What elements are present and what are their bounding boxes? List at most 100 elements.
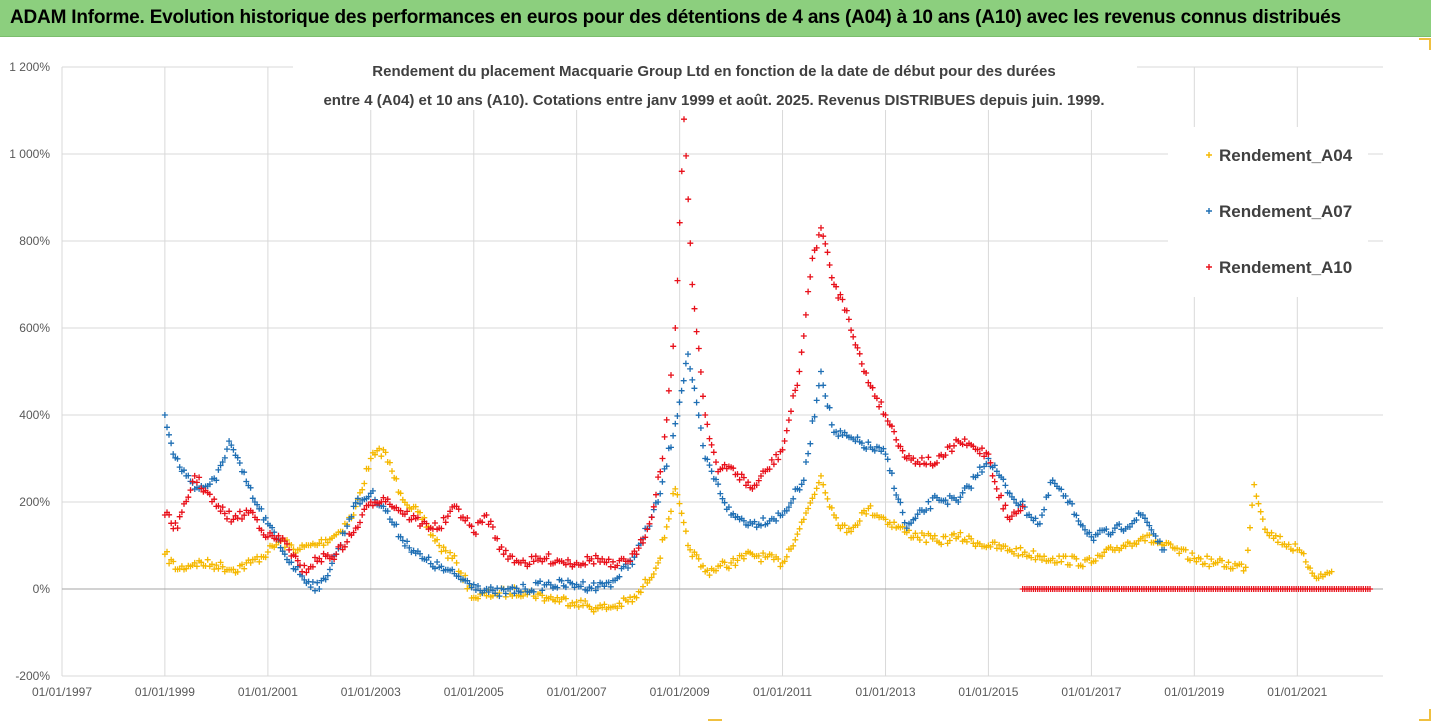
- point-rendement-a07: [991, 462, 998, 469]
- point-rendement-a10: [785, 417, 792, 424]
- point-rendement-a07: [432, 565, 438, 572]
- point-rendement-a04: [713, 567, 719, 574]
- point-rendement-a10: [691, 305, 698, 312]
- point-rendement-a07: [979, 469, 985, 475]
- point-rendement-a04: [674, 491, 681, 498]
- point-rendement-a10: [460, 514, 466, 521]
- point-rendement-a04: [828, 504, 835, 511]
- point-rendement-a07: [616, 573, 623, 580]
- point-rendement-a04: [627, 594, 634, 601]
- point-rendement-a10: [299, 568, 306, 575]
- point-rendement-a07: [369, 487, 376, 494]
- point-rendement-a10: [876, 403, 883, 410]
- scatter-chart: -200% 0% 200% 400% 600% 800% 1 000% 1 200% 01/0…: [9, 52, 1383, 699]
- point-rendement-a07: [796, 486, 803, 493]
- point-rendement-a07: [224, 446, 230, 453]
- point-rendement-a10: [354, 524, 361, 531]
- point-rendement-a10: [788, 408, 794, 415]
- point-rendement-a04: [963, 538, 970, 545]
- point-rendement-a04: [1092, 557, 1099, 564]
- point-rendement-a04: [1219, 557, 1225, 564]
- point-rendement-a07: [281, 551, 288, 558]
- point-rendement-a04: [972, 543, 979, 550]
- point-rendement-a10: [783, 427, 790, 434]
- point-rendement-a10: [505, 556, 511, 563]
- legend-label: Rendement_A04: [1219, 146, 1353, 165]
- legend-marker: [1206, 208, 1212, 214]
- point-rendement-a10: [603, 559, 610, 566]
- point-rendement-a10: [605, 556, 612, 563]
- point-rendement-a04: [837, 525, 844, 532]
- point-rendement-a07: [1036, 520, 1043, 527]
- point-rendement-a04: [599, 604, 606, 611]
- point-rendement-a04: [728, 559, 735, 566]
- point-rendement-a04: [590, 608, 597, 615]
- point-rendement-a04: [618, 603, 625, 610]
- point-rendement-a07: [912, 515, 919, 522]
- point-rendement-a07: [668, 444, 674, 451]
- point-rendement-a07: [1082, 526, 1088, 533]
- point-rendement-a07: [492, 590, 499, 597]
- point-rendement-a10: [183, 498, 190, 505]
- point-rendement-a10: [697, 369, 704, 375]
- point-rendement-a10: [648, 514, 655, 521]
- point-rendement-a07: [1002, 482, 1009, 489]
- point-rendement-a07: [704, 456, 711, 463]
- point-rendement-a10: [1019, 503, 1026, 510]
- point-rendement-a04: [230, 566, 237, 573]
- y-tick-label: 1 200%: [9, 60, 50, 74]
- point-rendement-a07: [558, 577, 565, 584]
- point-rendement-a10: [344, 538, 351, 545]
- point-rendement-a10: [730, 465, 737, 472]
- x-tick-label: 01/01/2013: [856, 685, 916, 699]
- point-rendement-a07: [215, 466, 222, 473]
- point-rendement-a04: [916, 537, 923, 543]
- point-rendement-a10: [294, 557, 301, 564]
- point-rendement-a10: [775, 456, 782, 463]
- point-rendement-a10: [404, 508, 411, 515]
- point-rendement-a07: [1058, 486, 1065, 493]
- point-rendement-a10: [230, 516, 237, 523]
- point-rendement-a10: [858, 360, 865, 367]
- point-rendement-a07: [206, 481, 213, 488]
- point-rendement-a07: [1032, 515, 1039, 522]
- point-rendement-a10: [657, 468, 664, 475]
- point-rendement-a10: [826, 262, 833, 268]
- point-rendement-a07: [1111, 525, 1118, 532]
- point-rendement-a10: [991, 478, 998, 485]
- point-rendement-a07: [700, 442, 706, 449]
- point-rendement-a10: [432, 520, 438, 526]
- point-rendement-a04: [573, 599, 580, 605]
- point-rendement-a04: [633, 594, 640, 601]
- chart-title-block: Rendement du placement Macquarie Group L…: [293, 52, 1137, 110]
- point-rendement-a04: [1225, 559, 1232, 566]
- point-rendement-a04: [193, 563, 200, 570]
- point-rendement-a10: [888, 423, 895, 430]
- point-rendement-a10: [993, 485, 1000, 492]
- point-rendement-a04: [1328, 568, 1335, 575]
- point-rendement-a10: [584, 553, 591, 560]
- point-rendement-a10: [292, 553, 299, 560]
- point-rendement-a07: [301, 576, 308, 583]
- point-rendement-a10: [869, 384, 876, 391]
- point-rendement-a07: [1139, 512, 1146, 518]
- point-rendement-a04: [929, 535, 936, 542]
- point-rendement-a04: [386, 459, 393, 466]
- point-rendement-a07: [554, 584, 561, 591]
- point-rendement-a10: [989, 472, 996, 479]
- point-rendement-a04: [689, 553, 696, 560]
- point-rendement-a10: [897, 443, 904, 450]
- point-rendement-a04: [1191, 555, 1198, 562]
- x-tick-label: 01/01/1997: [32, 685, 92, 699]
- point-rendement-a04: [1193, 558, 1200, 565]
- point-rendement-a04: [693, 551, 700, 558]
- point-rendement-a10: [856, 350, 863, 357]
- point-rendement-a07: [588, 585, 595, 592]
- point-rendement-a04: [1277, 533, 1284, 540]
- point-rendement-a10: [794, 382, 801, 389]
- point-rendement-a07: [682, 360, 689, 367]
- legend-marker: [1206, 152, 1212, 158]
- point-rendement-a10: [865, 379, 872, 386]
- point-rendement-a10: [781, 438, 788, 444]
- point-rendement-a10: [341, 543, 348, 550]
